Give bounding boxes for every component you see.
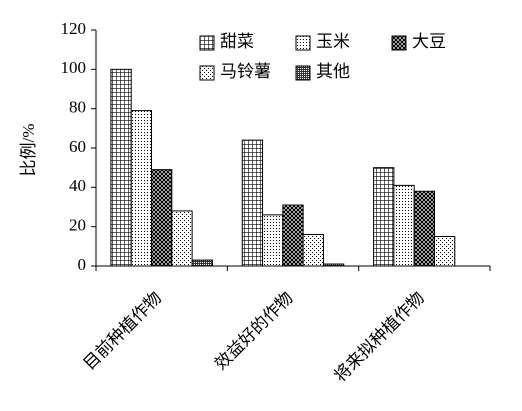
x-tick-label: 效益好的作物 (211, 288, 297, 374)
x-tick-label: 目前种植作物 (80, 288, 166, 374)
y-tick-label: 120 (61, 19, 87, 38)
y-tick-label: 60 (69, 137, 86, 156)
bar (262, 214, 284, 267)
y-tick-label: 40 (69, 176, 86, 195)
bar (433, 236, 456, 267)
legend-label: 甜菜 (220, 32, 254, 51)
bar (110, 68, 132, 267)
legend-swatch (295, 65, 311, 81)
bar (322, 263, 345, 267)
y-tick-label: 0 (78, 255, 87, 274)
legend-label: 其他 (316, 62, 350, 81)
y-tick-label: 20 (69, 216, 86, 235)
bar (241, 139, 264, 267)
bar (151, 169, 173, 267)
bar (393, 184, 415, 267)
y-axis-label: 比例/% (19, 124, 38, 177)
bar (171, 210, 193, 267)
y-tick-label: 80 (69, 98, 86, 117)
legend-swatch (295, 35, 311, 51)
legend-swatch (391, 35, 407, 51)
legend-label: 大豆 (412, 32, 446, 51)
legend-swatch (199, 65, 215, 81)
legend-label: 玉米 (316, 32, 350, 51)
x-tick-label: 将来拟种植作物 (330, 288, 428, 386)
bar (282, 204, 304, 267)
y-tick-label: 100 (61, 58, 87, 77)
bar (130, 110, 153, 267)
bar (191, 259, 213, 267)
legend-label: 马铃薯 (220, 62, 271, 81)
bar (373, 167, 395, 267)
bar (302, 234, 324, 267)
legend-swatch (199, 35, 215, 51)
bar (413, 190, 435, 267)
